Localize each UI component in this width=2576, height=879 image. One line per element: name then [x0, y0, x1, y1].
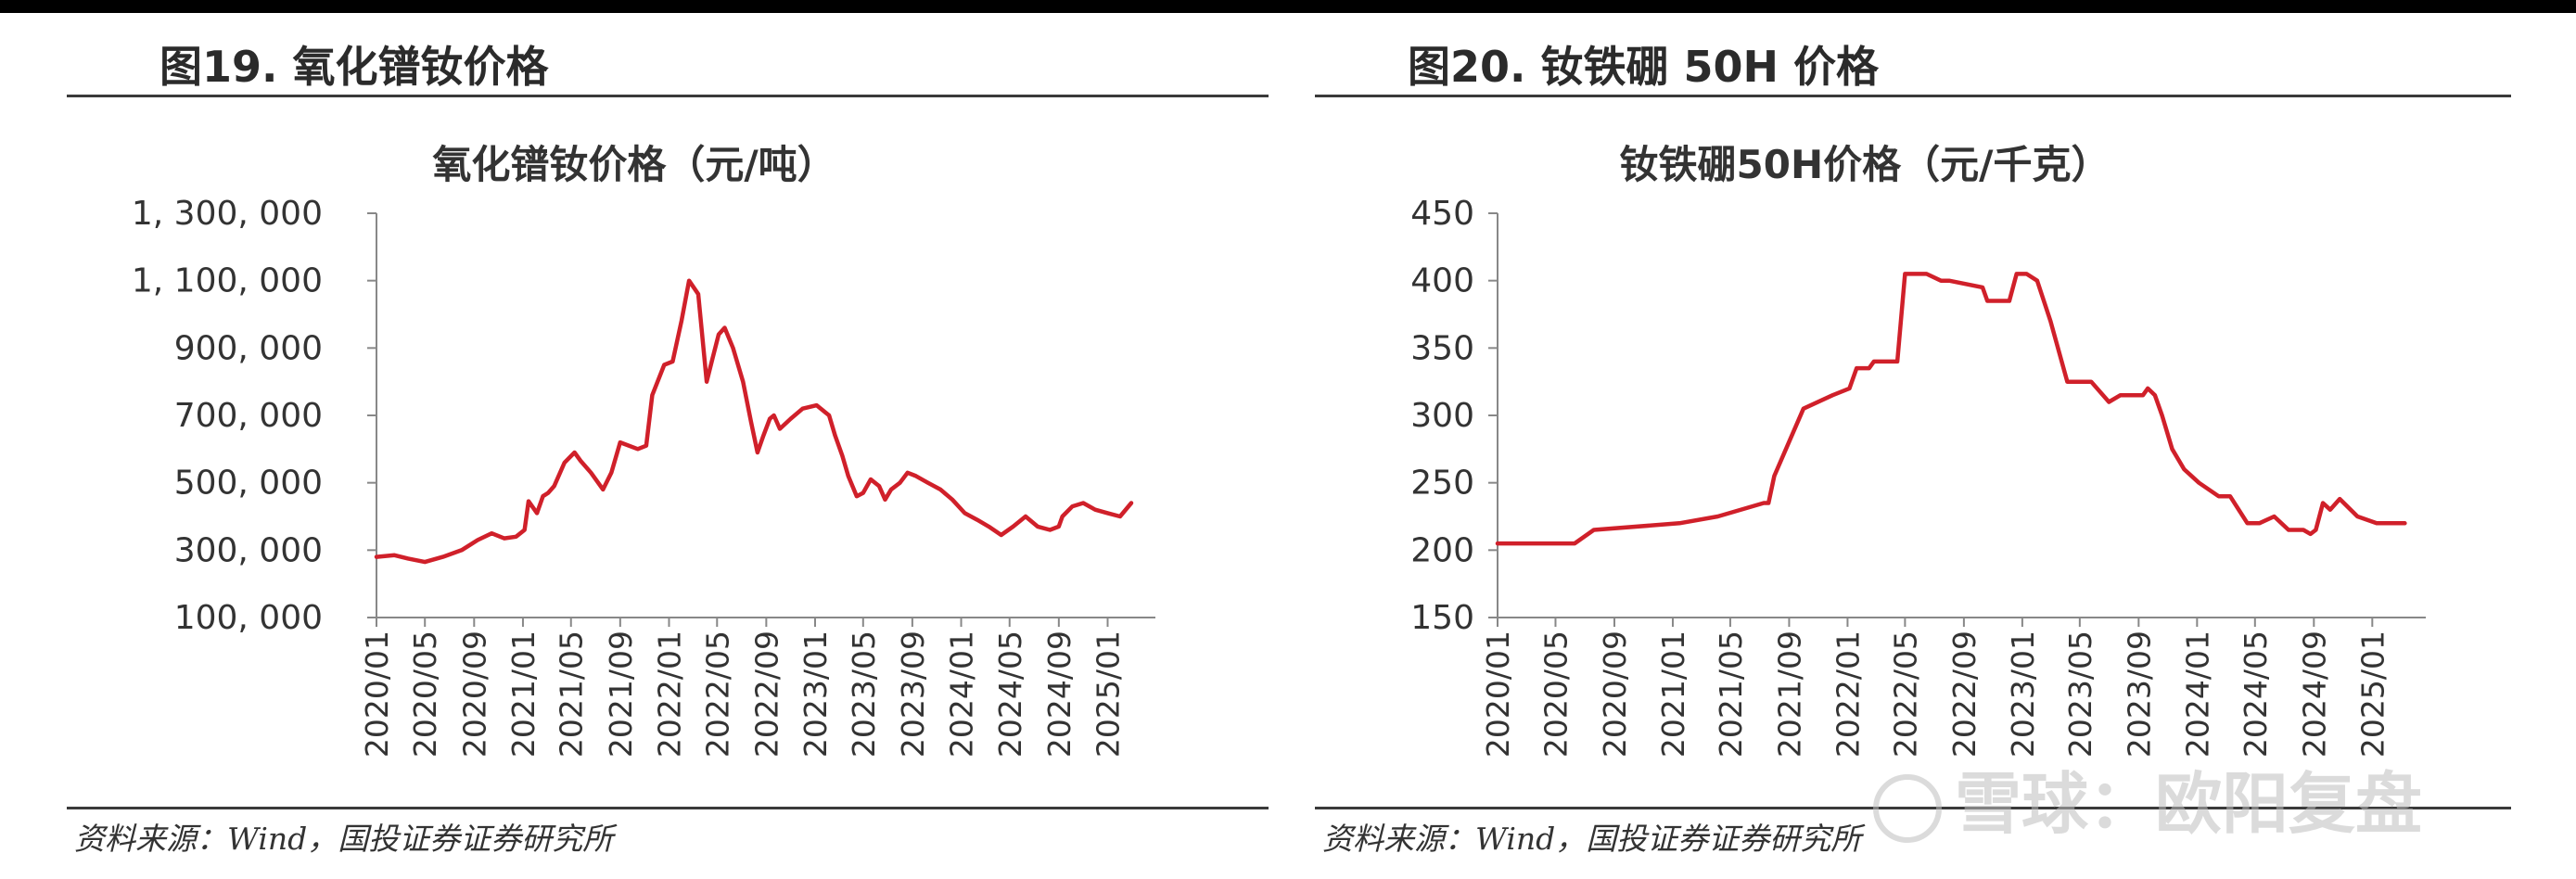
x-tick-label: 2023/01	[2005, 631, 2041, 758]
top-border-bar	[0, 0, 2576, 13]
x-tick-label: 2022/01	[1830, 631, 1866, 758]
chart-1: 氧化镨钕价格（元/吨） 100, 000 300, 000 500, 000 700, …	[132, 142, 1155, 758]
series-line	[374, 278, 1134, 565]
x-tick-label: 2021/09	[1771, 631, 1807, 758]
y-tick-label: 500, 000	[174, 465, 323, 503]
x-tick-label: 2020/09	[456, 631, 492, 758]
x-tick-label: 2023/09	[2121, 631, 2157, 758]
y-tick-label: 250	[1410, 465, 1474, 503]
bottom-rule	[67, 807, 1269, 809]
x-tick-label: 2024/09	[2296, 631, 2332, 758]
top-rule	[1315, 95, 2511, 97]
x-tick-label: 2020/09	[1597, 631, 1633, 758]
chart-title: 钕铁硼50H价格（元/千克）	[1620, 142, 2111, 187]
x-tick-label: 2022/01	[651, 631, 687, 758]
y-tick-label: 1, 100, 000	[132, 262, 323, 300]
x-tick-label: 2020/05	[407, 631, 443, 758]
y-tick-label: 1, 300, 000	[132, 195, 323, 233]
source-note: 资料来源：Wind，国投证券证券研究所	[74, 821, 614, 857]
y-tick-label: 100, 000	[174, 599, 323, 637]
figure-title: 图20. 钕铁硼 50H 价格	[1408, 42, 1880, 92]
x-tick-label: 2024/05	[992, 631, 1028, 758]
y-tick-label: 700, 000	[174, 397, 323, 435]
x-tick-label: 2021/01	[505, 631, 542, 758]
x-tick-label: 2022/05	[699, 631, 735, 758]
y-tick-label: 300, 000	[174, 531, 323, 569]
x-tick-label: 2024/01	[944, 631, 980, 758]
x-tick-label: 2024/05	[2238, 631, 2274, 758]
figure-panel-1: 图19. 氧化镨钕价格 氧化镨钕价格（元/吨） 100, 000 300, 000 5…	[67, 13, 1269, 879]
x-tick-label: 2020/05	[1537, 631, 1574, 758]
x-tick-label: 2022/09	[748, 631, 784, 758]
y-tick-label: 150	[1410, 599, 1474, 637]
x-tick-label: 2021/05	[554, 631, 590, 758]
series-line	[1495, 272, 2407, 546]
x-tick-label: 2023/01	[797, 631, 834, 758]
figure-title: 图19. 氧化镨钕价格	[159, 42, 549, 92]
y-tick-label: 400	[1410, 262, 1474, 300]
snowball-logo-icon	[1873, 774, 1942, 844]
watermark: 雪球：欧阳复盘	[1873, 749, 2422, 847]
chart-title: 氧化镨钕价格（元/吨）	[432, 142, 835, 187]
y-tick-label: 350	[1410, 329, 1474, 367]
y-tick-label: 300	[1410, 397, 1474, 435]
x-tick-label: 2021/05	[1713, 631, 1749, 758]
x-tick-label: 2023/05	[2062, 631, 2098, 758]
chart-2: 钕铁硼50H价格（元/千克） 150 200 250 300 350 400 450 2020/…	[1410, 142, 2426, 758]
x-tick-label: 2022/05	[1887, 631, 1923, 758]
x-tick-label: 2023/09	[895, 631, 931, 758]
x-tick-label: 2024/01	[2179, 631, 2215, 758]
x-tick-label: 2022/09	[1946, 631, 1983, 758]
x-tick-label: 2021/09	[603, 631, 639, 758]
x-tick-label: 2025/01	[1090, 631, 1126, 758]
x-tick-label: 2020/01	[1480, 631, 1516, 758]
x-tick-label: 2024/09	[1041, 631, 1078, 758]
x-tick-label: 2023/05	[846, 631, 882, 758]
top-rule	[67, 95, 1269, 97]
figure-panel-2: 图20. 钕铁硼 50H 价格 钕铁硼50H价格（元/千克） 150 200 250 3…	[1315, 13, 2511, 879]
x-tick-label: 2020/01	[359, 631, 395, 758]
watermark-text: 雪球：欧阳复盘	[1955, 765, 2423, 843]
y-tick-label: 200	[1410, 531, 1474, 569]
x-tick-label: 2025/01	[2354, 631, 2391, 758]
source-note: 资料来源：Wind，国投证券证券研究所	[1322, 821, 1862, 857]
x-tick-label: 2021/01	[1655, 631, 1691, 758]
y-tick-label: 900, 000	[174, 329, 323, 367]
y-tick-label: 450	[1410, 195, 1474, 233]
